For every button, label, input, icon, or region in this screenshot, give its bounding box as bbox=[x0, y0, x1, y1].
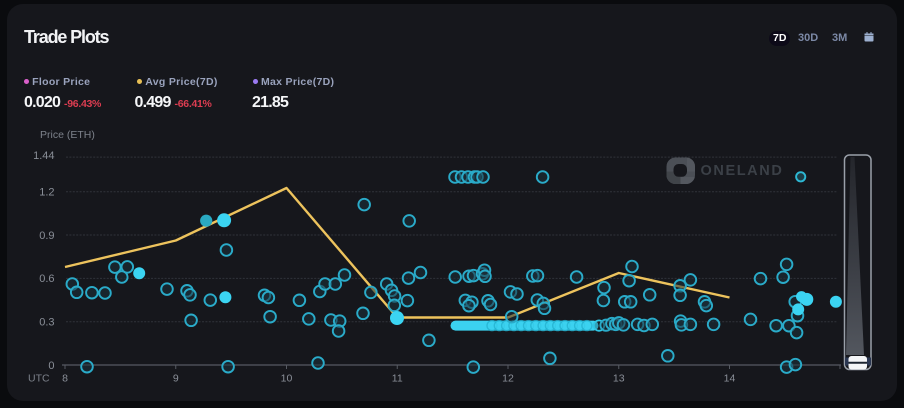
svg-text:0: 0 bbox=[48, 360, 54, 372]
svg-text:12: 12 bbox=[502, 373, 514, 385]
svg-text:0.6: 0.6 bbox=[39, 273, 54, 285]
svg-text:13: 13 bbox=[613, 373, 625, 385]
svg-text:14: 14 bbox=[724, 373, 736, 385]
svg-text:1.2: 1.2 bbox=[39, 187, 54, 199]
svg-text:8: 8 bbox=[62, 373, 68, 385]
svg-text:10: 10 bbox=[281, 373, 293, 385]
svg-text:Price (ETH): Price (ETH) bbox=[40, 129, 95, 141]
svg-text:1.44: 1.44 bbox=[33, 150, 54, 162]
svg-text:0.9: 0.9 bbox=[39, 230, 54, 242]
svg-text:UTC: UTC bbox=[28, 373, 50, 385]
svg-text:ONELAND: ONELAND bbox=[701, 163, 784, 179]
svg-text:11: 11 bbox=[392, 373, 403, 385]
svg-text:0.3: 0.3 bbox=[39, 316, 54, 328]
svg-text:9: 9 bbox=[173, 373, 179, 385]
